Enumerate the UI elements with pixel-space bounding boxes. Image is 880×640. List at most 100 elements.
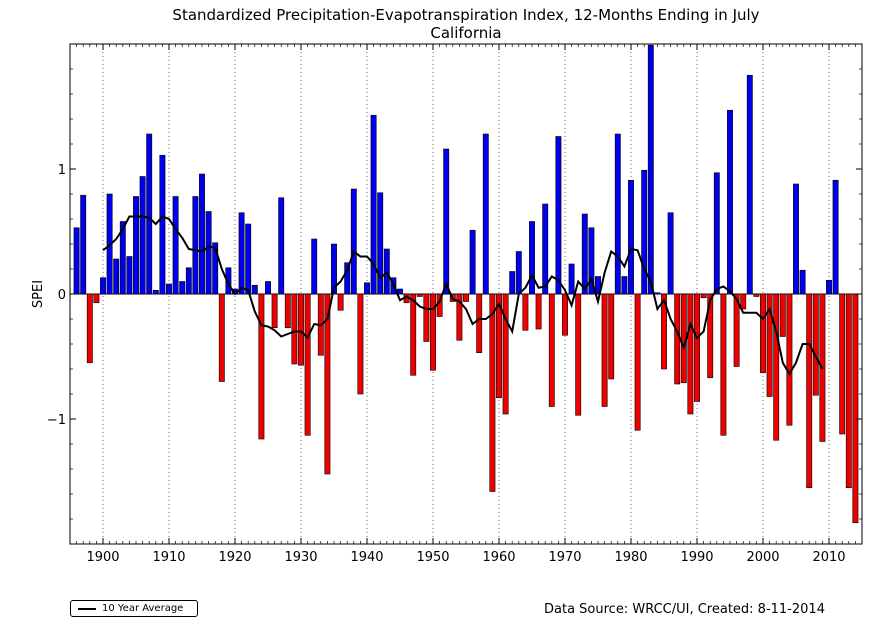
bar-2010 <box>826 279 832 295</box>
bar-1975 <box>595 276 601 295</box>
data-source-note: Data Source: WRCC/UI, Created: 8-11-2014 <box>544 602 825 617</box>
bar-1909 <box>159 154 166 295</box>
bar-1990 <box>694 293 700 402</box>
bar-1947 <box>410 293 417 376</box>
bar-2000 <box>760 293 766 374</box>
x-tick-label: 1910 <box>152 550 185 565</box>
bar-1965 <box>529 221 535 295</box>
bar-1970 <box>562 293 568 336</box>
bar-1958 <box>482 133 489 295</box>
bar-1897 <box>80 194 87 295</box>
bar-1932 <box>311 238 318 295</box>
bar-1919 <box>225 267 232 295</box>
x-tick-label: 1990 <box>680 550 713 565</box>
bar-1924 <box>258 293 265 440</box>
bar-1981 <box>634 293 641 431</box>
bar-1996 <box>733 293 740 367</box>
bar-1923 <box>251 284 258 295</box>
chart-title: Standardized Precipitation-Evapotranspir… <box>172 6 760 24</box>
bar-1982 <box>641 169 648 295</box>
bar-1896 <box>73 227 80 295</box>
bar-1973 <box>581 213 588 295</box>
bar-1994 <box>720 293 727 436</box>
bar-1908 <box>152 289 159 295</box>
bar-1997 <box>740 293 747 310</box>
x-tick-label: 1940 <box>350 550 383 565</box>
bar-1935 <box>331 243 337 295</box>
bar-1914 <box>192 196 199 295</box>
bar-2008 <box>812 293 819 396</box>
bar-1950 <box>430 293 436 371</box>
bar-1899 <box>93 293 100 304</box>
bar-1986 <box>667 212 674 295</box>
bar-1957 <box>476 293 483 354</box>
y-tick-label: 0 <box>58 288 66 303</box>
bar-2013 <box>845 293 852 489</box>
bar-1917 <box>212 242 219 295</box>
bar-1906 <box>139 176 146 295</box>
bar-2014 <box>852 293 859 524</box>
bar-1938 <box>350 188 357 295</box>
bar-2004 <box>786 293 793 426</box>
bar-2001 <box>766 293 773 397</box>
bar-1999 <box>753 293 760 297</box>
bar-1961 <box>502 293 509 415</box>
bar-1913 <box>185 267 192 295</box>
x-tick-label: 1900 <box>86 550 119 565</box>
bar-2003 <box>779 293 786 337</box>
axis-ticks: 1900 1910 1920 1930 1940 1950 1960 1970 1980 1990… <box>47 44 862 565</box>
bar-1934 <box>324 293 331 475</box>
bar-1979 <box>621 276 628 295</box>
bar-1922 <box>245 223 252 295</box>
bar-1993 <box>713 172 720 295</box>
bar-1911 <box>172 196 179 295</box>
bar-2006 <box>799 269 806 295</box>
bar-1987 <box>674 293 681 385</box>
bar-1925 <box>265 281 271 295</box>
bar-1955 <box>463 293 469 302</box>
bar-1974 <box>588 227 595 295</box>
bar-1989 <box>687 293 694 415</box>
bar-1942 <box>377 192 384 295</box>
x-tick-label: 1950 <box>416 550 449 565</box>
bar-2007 <box>806 293 813 489</box>
bar-1971 <box>568 263 575 295</box>
bar-1998 <box>746 74 753 295</box>
bar-1985 <box>661 293 667 370</box>
ten-year-average-line <box>102 215 824 376</box>
grid-lines <box>102 44 830 544</box>
bar-1936 <box>337 293 344 311</box>
bar-1992 <box>707 293 714 379</box>
chart-subtitle: California <box>430 24 502 42</box>
x-tick-label: 1930 <box>284 550 317 565</box>
bar-1963 <box>515 251 522 295</box>
bar-1952 <box>443 148 450 295</box>
bars-group <box>73 44 859 524</box>
bar-1978 <box>614 133 621 295</box>
bar-1928 <box>284 293 291 329</box>
bar-1956 <box>469 229 476 295</box>
bar-1927 <box>278 197 285 295</box>
bar-2002 <box>773 293 780 441</box>
bar-1915 <box>199 173 205 295</box>
bar-1910 <box>166 283 172 295</box>
x-tick-label: 1970 <box>548 550 581 565</box>
x-tick-label: 2010 <box>812 550 845 565</box>
legend-line-swatch <box>78 607 96 610</box>
bar-1960 <box>496 293 502 399</box>
bar-1967 <box>542 203 549 295</box>
bar-1962 <box>509 271 516 295</box>
bar-1972 <box>575 293 582 416</box>
bar-1984 <box>654 292 661 295</box>
bar-1900 <box>100 277 106 295</box>
legend-label: 10 Year Average <box>102 603 184 614</box>
bar-1939 <box>357 293 364 395</box>
bar-1904 <box>126 256 133 295</box>
bar-1980 <box>628 179 634 295</box>
bar-1930 <box>298 293 304 366</box>
bar-2005 <box>793 183 799 295</box>
bar-1916 <box>205 211 212 295</box>
x-tick-label: 1980 <box>614 550 647 565</box>
bar-1907 <box>146 133 153 295</box>
